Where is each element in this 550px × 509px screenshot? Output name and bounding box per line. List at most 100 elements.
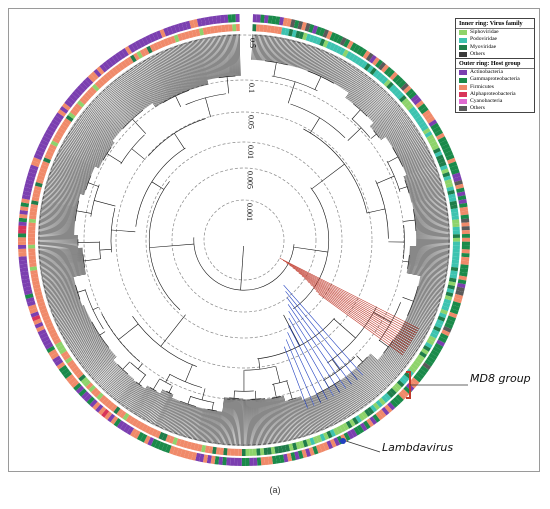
tip-branch xyxy=(395,336,418,352)
outer-ring-segment xyxy=(457,195,467,201)
tip-branch xyxy=(212,36,219,78)
inner-ring-segment xyxy=(424,131,433,138)
tip-branch xyxy=(233,398,237,446)
tip-branch xyxy=(64,138,104,161)
tip-branch xyxy=(101,90,131,121)
tip-branch xyxy=(407,267,448,275)
tip-branch xyxy=(331,59,344,83)
inner-ring-segment xyxy=(29,207,38,213)
outer-ring-segment xyxy=(89,399,98,408)
inner-ring-segment xyxy=(450,208,459,213)
tip-branch xyxy=(406,272,446,281)
outer-ring-segment xyxy=(439,332,449,340)
outer-ring-segment xyxy=(170,25,177,34)
tip-branch xyxy=(347,70,363,92)
outer-ring-segment xyxy=(23,186,33,193)
outer-ring-segment xyxy=(356,46,364,56)
tip-branch xyxy=(402,324,426,338)
tip-branch xyxy=(163,399,177,430)
internal-branch xyxy=(174,133,185,149)
outer-ring-segment xyxy=(453,297,462,304)
tip-branch xyxy=(69,130,107,155)
tip-branch xyxy=(353,369,378,398)
tip-branch xyxy=(381,355,403,373)
outer-ring-segment xyxy=(387,401,396,411)
tip-branch xyxy=(337,382,358,413)
outer-ring-segment xyxy=(410,377,420,386)
outer-ring-segment xyxy=(365,52,374,62)
tip-branch xyxy=(408,259,449,266)
inner-ring-segment xyxy=(55,341,64,348)
tip-branch xyxy=(402,151,431,166)
outer-ring-segment xyxy=(332,33,340,43)
inner-ring-segment xyxy=(74,103,83,111)
legend-inner-label: Siphoviridae xyxy=(470,29,499,36)
tip-branch xyxy=(368,355,395,381)
tip-branch xyxy=(127,69,152,105)
lambdavirus-marker xyxy=(340,438,346,444)
tip-branch xyxy=(139,390,156,418)
outer-ring-segment xyxy=(111,54,120,64)
inner-ring-segment xyxy=(364,408,372,417)
tip-branch xyxy=(179,404,191,436)
tip-branch xyxy=(291,399,304,438)
outer-ring-segment xyxy=(43,132,53,140)
tip-branch xyxy=(156,53,177,96)
tip-branch xyxy=(152,392,169,425)
inner-ring-segment xyxy=(30,269,38,275)
tip-branch xyxy=(269,36,274,62)
outer-ring-segment xyxy=(39,139,49,147)
tip-branch xyxy=(346,70,362,92)
lambda-clade-branch xyxy=(285,291,358,381)
outer-ring-segment xyxy=(461,245,470,250)
internal-branch xyxy=(356,355,363,363)
tip-branch xyxy=(360,364,385,391)
tip-branch xyxy=(212,411,218,444)
outer-ring-segment xyxy=(27,171,37,178)
tip-branch xyxy=(336,382,357,413)
tip-branch xyxy=(409,256,449,262)
tip-branch xyxy=(409,257,449,263)
tip-branch xyxy=(283,38,290,65)
outer-ring-segment xyxy=(428,352,438,361)
inner-ring-segment xyxy=(449,273,458,279)
internal-arc xyxy=(402,225,405,260)
inner-ring-segment xyxy=(291,29,297,38)
outer-ring-segment xyxy=(452,172,461,179)
tip-branch xyxy=(287,400,299,439)
tip-branch xyxy=(410,309,435,320)
tip-branch xyxy=(334,61,348,84)
inner-ring-segment xyxy=(440,308,448,315)
tip-branch xyxy=(42,271,86,282)
tip-branch xyxy=(49,171,88,186)
inner-ring-segment xyxy=(57,127,66,135)
outer-ring-segment xyxy=(218,456,224,465)
outer-ring-segment xyxy=(172,446,179,456)
tip-branch xyxy=(407,315,432,327)
inner-ring-segment xyxy=(438,161,447,168)
tip-branch xyxy=(356,82,377,107)
inner-ring-segment xyxy=(418,121,427,129)
tip-branch xyxy=(385,350,407,368)
tip-branch xyxy=(133,387,151,414)
outer-ring-segment xyxy=(24,183,34,189)
tip-branch xyxy=(41,269,86,279)
tip-branch xyxy=(365,358,392,385)
tip-branch xyxy=(345,69,360,91)
tip-branch xyxy=(223,397,229,446)
tip-branch xyxy=(359,85,381,110)
scale-circle xyxy=(83,79,405,401)
inner-ring-segment xyxy=(263,447,268,456)
tip-branch xyxy=(50,169,89,184)
tip-branch xyxy=(44,284,76,293)
tip-branch xyxy=(178,44,194,89)
tip-branch xyxy=(167,401,181,432)
inner-ring-segment xyxy=(372,402,381,411)
tip-branch xyxy=(388,346,410,363)
outer-ring-segment xyxy=(26,175,36,182)
tip-branch xyxy=(388,123,414,142)
inner-ring-segment xyxy=(206,26,212,35)
outer-ring-segment xyxy=(18,221,27,227)
inner-ring-segment xyxy=(378,397,386,406)
tip-branch xyxy=(130,385,148,412)
